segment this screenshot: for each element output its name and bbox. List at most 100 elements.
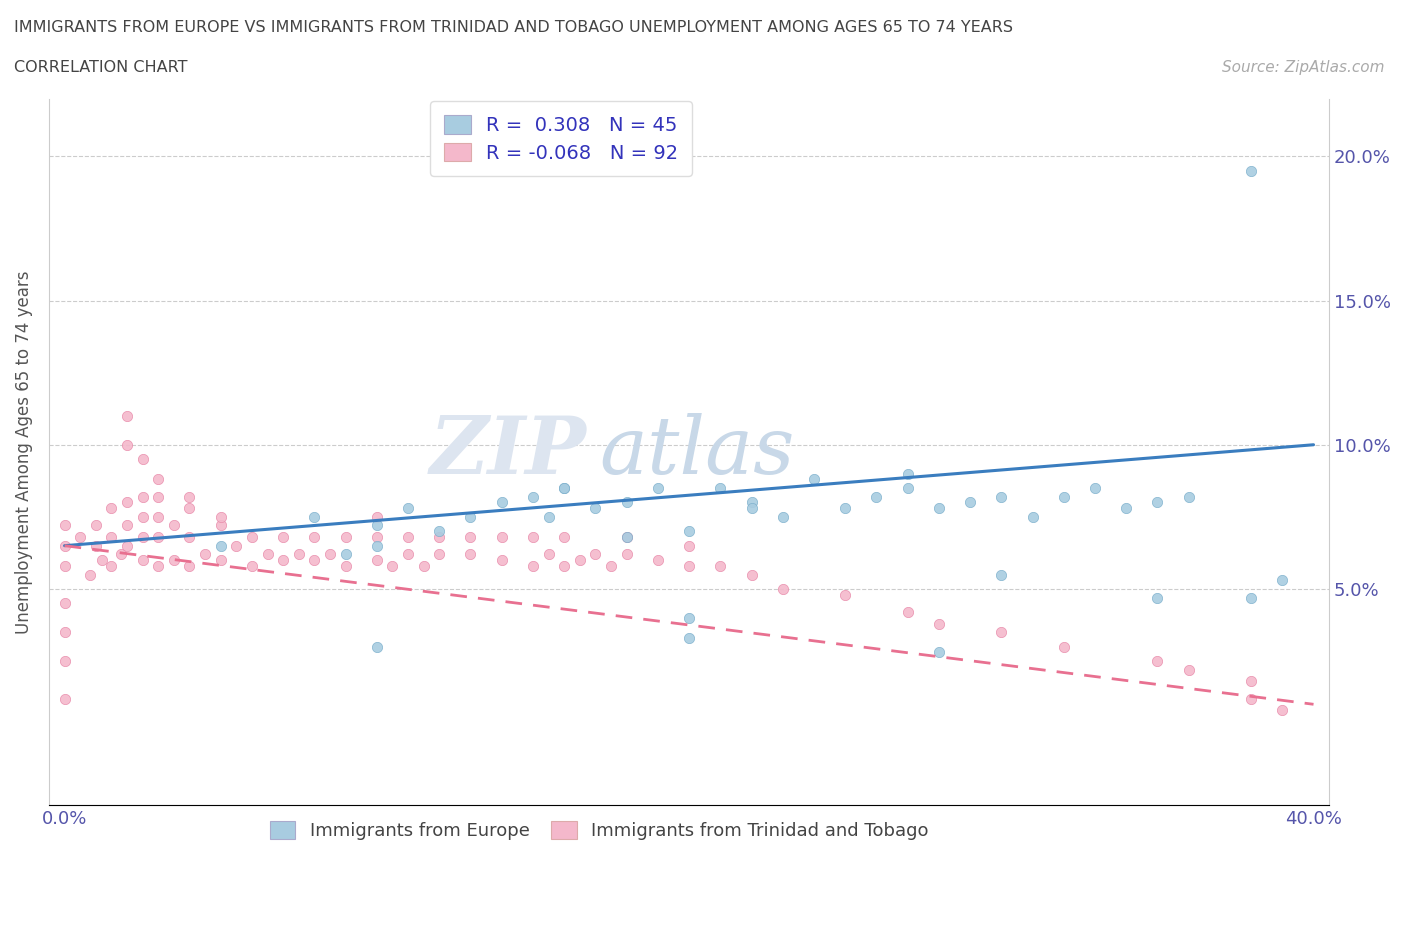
Point (1115, 500, 1137, 515)
Point (1053, 489, 1076, 504)
Point (568, 552, 591, 567)
Point (678, 610, 700, 625)
Point (1271, 703, 1294, 718)
Point (148, 489, 170, 504)
Point (427, 524, 450, 538)
Point (319, 547, 342, 562)
Point (179, 500, 201, 515)
Point (240, 529, 263, 544)
Point (53, 625, 76, 640)
Point (131, 529, 153, 544)
Point (335, 529, 357, 544)
Point (491, 529, 513, 544)
Point (928, 500, 950, 515)
Point (396, 547, 419, 562)
Point (678, 558, 700, 573)
Point (366, 639, 388, 654)
Point (897, 481, 920, 496)
Point (928, 616, 950, 631)
Point (1240, 691, 1263, 706)
Point (740, 500, 762, 515)
Point (100, 529, 122, 544)
Point (522, 558, 544, 573)
Point (100, 558, 122, 573)
Point (53, 691, 76, 706)
Point (865, 489, 887, 504)
Point (709, 481, 731, 496)
Point (959, 495, 981, 510)
Point (553, 529, 575, 544)
Point (537, 547, 560, 562)
Point (412, 558, 434, 573)
Point (678, 524, 700, 538)
Point (1177, 662, 1199, 677)
Point (304, 552, 326, 567)
Point (91, 552, 114, 567)
Point (209, 518, 232, 533)
Point (1053, 639, 1076, 654)
Point (131, 452, 153, 467)
Point (772, 581, 794, 596)
Point (553, 558, 575, 573)
Point (209, 552, 232, 567)
Text: IMMIGRANTS FROM EUROPE VS IMMIGRANTS FROM TRINIDAD AND TOBAGO UNEMPLOYMENT AMONG: IMMIGRANTS FROM EUROPE VS IMMIGRANTS FRO… (14, 20, 1014, 35)
Text: Source: ZipAtlas.com: Source: ZipAtlas.com (1222, 60, 1385, 75)
Point (460, 529, 482, 544)
Point (115, 408, 138, 423)
Point (256, 547, 278, 562)
Point (1240, 673, 1263, 688)
Point (84, 518, 107, 533)
Point (304, 510, 326, 525)
Point (110, 547, 132, 562)
Point (115, 538, 138, 553)
Point (53, 558, 76, 573)
Point (1177, 489, 1199, 504)
Point (460, 510, 482, 525)
Point (194, 547, 217, 562)
Point (491, 552, 513, 567)
Point (1271, 573, 1294, 588)
Point (834, 500, 856, 515)
Point (209, 538, 232, 553)
Point (131, 510, 153, 525)
Point (131, 552, 153, 567)
Point (287, 547, 309, 562)
Point (772, 510, 794, 525)
Point (709, 558, 731, 573)
Point (271, 552, 294, 567)
Point (304, 529, 326, 544)
Point (396, 500, 419, 515)
Point (100, 500, 122, 515)
Point (1146, 654, 1168, 669)
Point (427, 547, 450, 562)
Point (53, 518, 76, 533)
Point (148, 510, 170, 525)
Point (990, 489, 1012, 504)
Point (115, 495, 138, 510)
Point (381, 558, 404, 573)
Point (84, 538, 107, 553)
Point (803, 472, 825, 486)
Point (53, 538, 76, 553)
Point (616, 495, 638, 510)
Point (163, 552, 186, 567)
Point (148, 472, 170, 486)
Point (131, 489, 153, 504)
Point (990, 625, 1012, 640)
Point (179, 558, 201, 573)
Point (834, 587, 856, 602)
Point (553, 481, 575, 496)
Point (522, 529, 544, 544)
Point (148, 558, 170, 573)
Point (616, 547, 638, 562)
Point (647, 552, 669, 567)
Point (427, 529, 450, 544)
Point (69, 529, 91, 544)
Point (163, 518, 186, 533)
Point (1021, 510, 1043, 525)
Point (335, 547, 357, 562)
Legend: Immigrants from Europe, Immigrants from Trinidad and Tobago: Immigrants from Europe, Immigrants from … (262, 812, 938, 849)
Point (366, 510, 388, 525)
Point (366, 538, 388, 553)
Point (583, 547, 606, 562)
